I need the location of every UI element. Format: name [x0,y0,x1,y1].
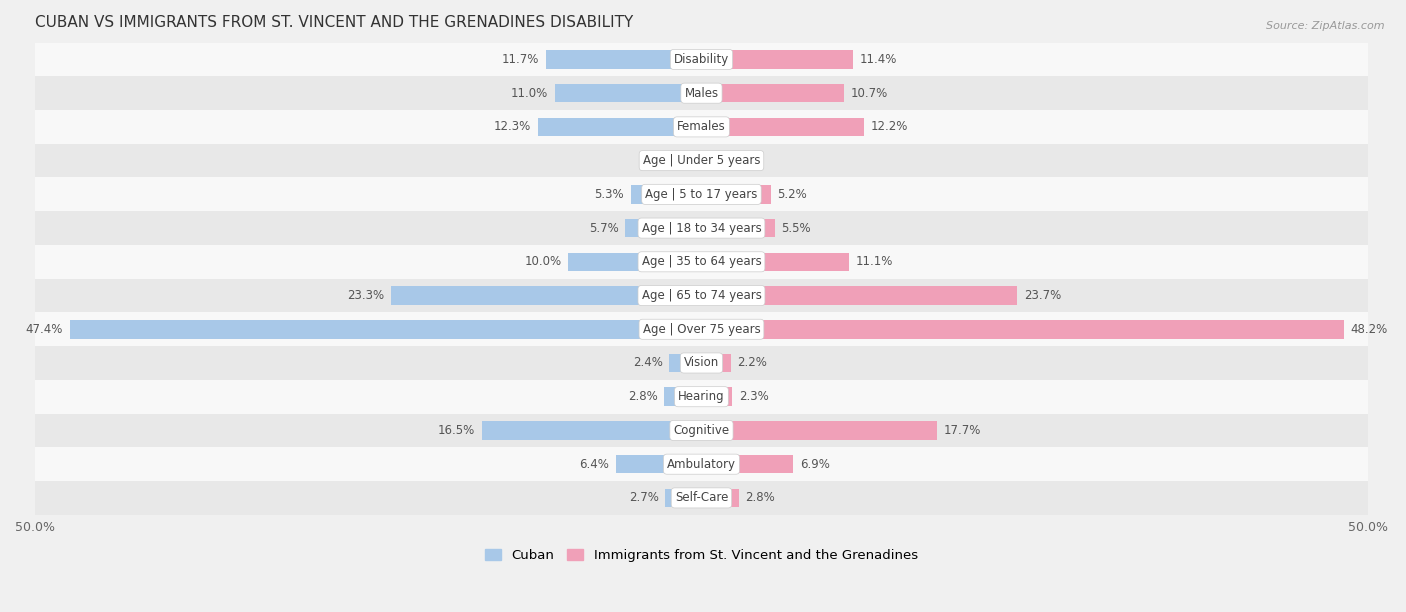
Bar [555,84,702,102]
Text: 0.79%: 0.79% [718,154,756,167]
Bar [702,84,844,102]
Text: 12.2%: 12.2% [870,121,908,133]
Text: Self-Care: Self-Care [675,491,728,504]
Text: 23.3%: 23.3% [347,289,384,302]
Text: 6.4%: 6.4% [579,458,609,471]
Bar [702,185,770,204]
Bar [702,50,853,69]
Bar [686,151,702,170]
Bar [702,320,1344,338]
Text: 2.4%: 2.4% [633,356,662,370]
Bar [669,354,702,372]
Text: 10.0%: 10.0% [524,255,561,268]
Bar [35,110,1368,144]
Text: Age | 5 to 17 years: Age | 5 to 17 years [645,188,758,201]
Bar [702,387,733,406]
Bar [35,76,1368,110]
Bar [626,219,702,237]
Text: Age | Under 5 years: Age | Under 5 years [643,154,761,167]
Text: 5.2%: 5.2% [778,188,807,201]
Bar [631,185,702,204]
Text: 5.3%: 5.3% [595,188,624,201]
Text: Ambulatory: Ambulatory [666,458,735,471]
Text: Source: ZipAtlas.com: Source: ZipAtlas.com [1267,21,1385,31]
Bar [35,43,1368,76]
Bar [702,219,775,237]
Text: 5.7%: 5.7% [589,222,619,234]
Bar [702,421,938,439]
Bar [702,286,1018,305]
Text: Hearing: Hearing [678,390,724,403]
Text: Males: Males [685,87,718,100]
Bar [35,312,1368,346]
Text: 11.7%: 11.7% [502,53,538,66]
Text: Females: Females [678,121,725,133]
Bar [70,320,702,338]
Text: 12.3%: 12.3% [494,121,531,133]
Bar [664,387,702,406]
Text: Disability: Disability [673,53,730,66]
Text: 16.5%: 16.5% [437,424,475,437]
Bar [702,488,738,507]
Text: 2.8%: 2.8% [745,491,775,504]
Text: CUBAN VS IMMIGRANTS FROM ST. VINCENT AND THE GRENADINES DISABILITY: CUBAN VS IMMIGRANTS FROM ST. VINCENT AND… [35,15,633,30]
Text: Vision: Vision [683,356,718,370]
Text: 10.7%: 10.7% [851,87,889,100]
Text: 5.5%: 5.5% [782,222,811,234]
Bar [35,447,1368,481]
Bar [616,455,702,474]
Bar [665,488,702,507]
Text: Age | 35 to 64 years: Age | 35 to 64 years [641,255,761,268]
Bar [702,151,711,170]
Text: Age | 18 to 34 years: Age | 18 to 34 years [641,222,761,234]
Bar [537,118,702,136]
Bar [702,253,849,271]
Bar [568,253,702,271]
Bar [35,414,1368,447]
Text: 2.3%: 2.3% [738,390,769,403]
Bar [35,245,1368,278]
Text: 1.2%: 1.2% [650,154,679,167]
Legend: Cuban, Immigrants from St. Vincent and the Grenadines: Cuban, Immigrants from St. Vincent and t… [479,543,924,567]
Bar [35,211,1368,245]
Bar [35,144,1368,177]
Bar [702,455,793,474]
Text: 2.8%: 2.8% [627,390,658,403]
Text: 47.4%: 47.4% [25,323,63,336]
Bar [546,50,702,69]
Bar [702,118,865,136]
Text: Cognitive: Cognitive [673,424,730,437]
Text: 23.7%: 23.7% [1024,289,1062,302]
Text: Age | 65 to 74 years: Age | 65 to 74 years [641,289,762,302]
Text: 2.7%: 2.7% [628,491,659,504]
Bar [35,346,1368,380]
Bar [481,421,702,439]
Text: 11.0%: 11.0% [510,87,548,100]
Bar [35,278,1368,312]
Bar [35,380,1368,414]
Text: 11.4%: 11.4% [860,53,897,66]
Text: 2.2%: 2.2% [737,356,768,370]
Text: 48.2%: 48.2% [1351,323,1388,336]
Text: Age | Over 75 years: Age | Over 75 years [643,323,761,336]
Bar [35,481,1368,515]
Text: 11.1%: 11.1% [856,255,893,268]
Bar [702,354,731,372]
Bar [391,286,702,305]
Text: 6.9%: 6.9% [800,458,830,471]
Bar [35,177,1368,211]
Text: 17.7%: 17.7% [943,424,981,437]
